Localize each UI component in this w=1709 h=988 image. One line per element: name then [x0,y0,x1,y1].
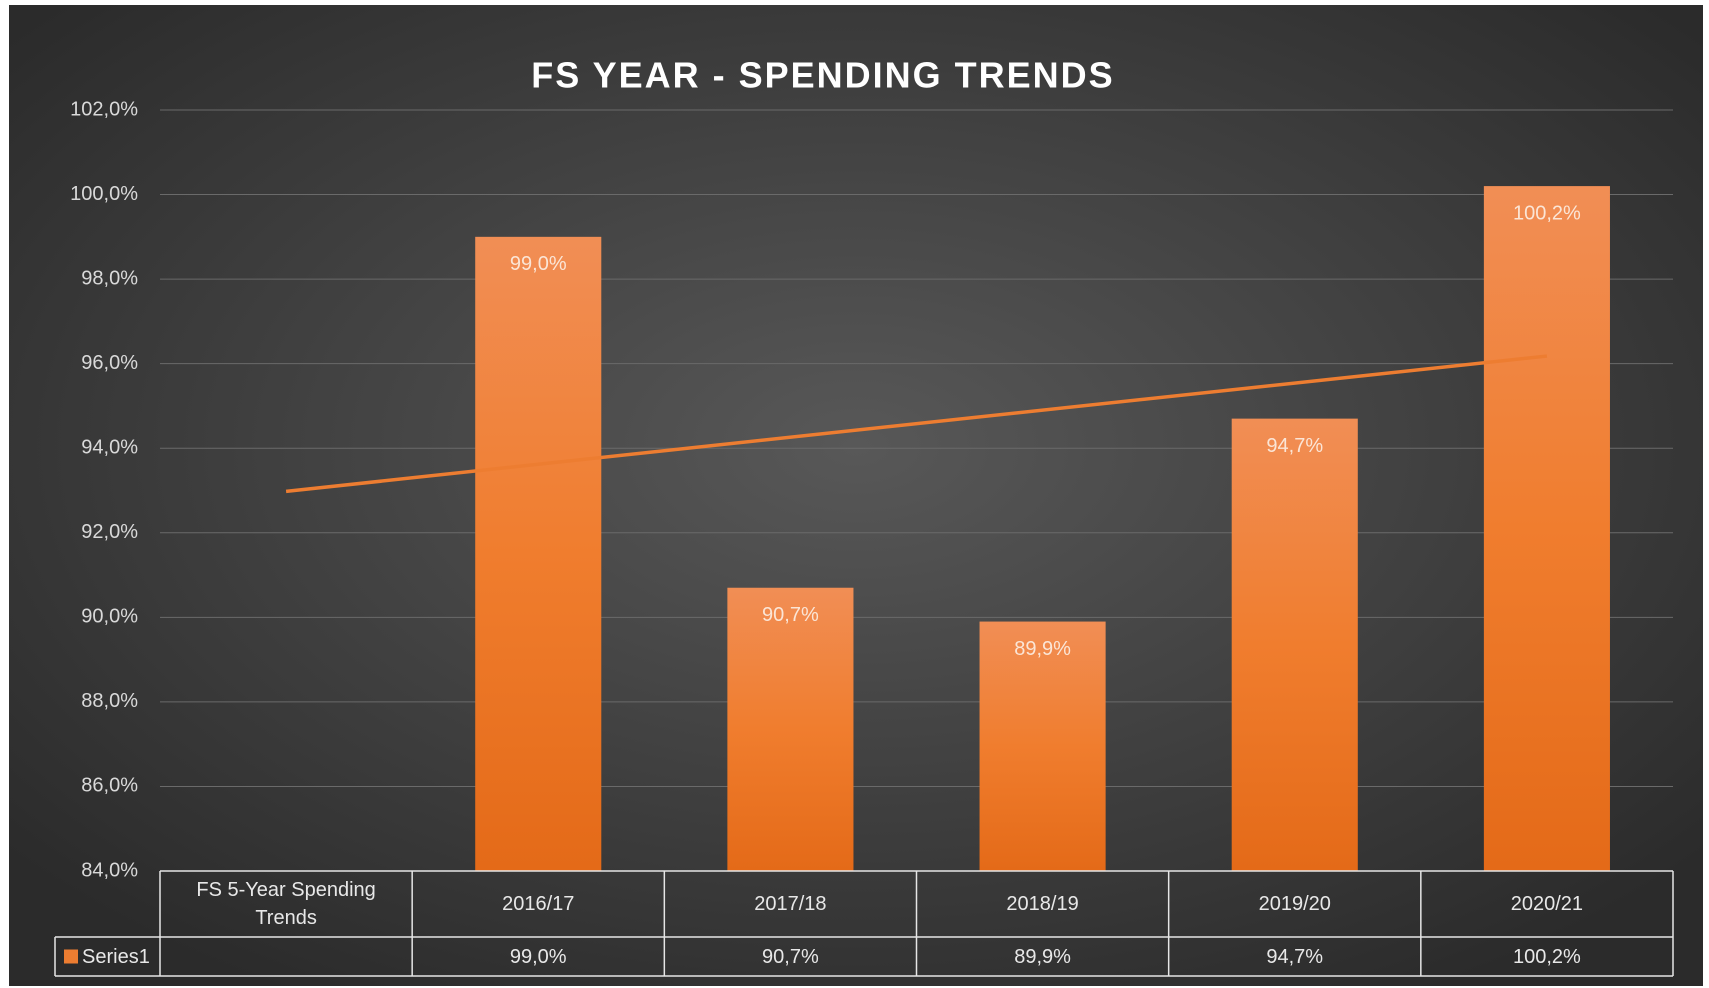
x-tick-label-box: 2019/20 [1258,893,1331,915]
bar [727,587,854,871]
table-value: 99,0% [509,945,567,968]
chart-title: FS YEAR - SPENDING TRENDS [531,55,1114,96]
bar [475,236,602,872]
table-value: 100,2% [1512,945,1581,968]
bar [1483,186,1610,872]
table-value: 89,9% [1014,945,1071,968]
table-value: 90,7% [762,945,819,968]
table-value-box: 90,7% [762,945,819,968]
table-value-box: 89,9% [1014,945,1071,968]
y-tick-label: 98,0% [81,267,138,289]
table-value-box [160,937,412,976]
x-tick-label: 2016/17 [502,893,575,915]
data-label: 94,7% [1266,435,1323,457]
y-tick-label: 94,0% [81,437,138,459]
x-tick-label-box: FS 5-Year Spending Trends [196,879,376,929]
table-value-box: 99,0% [509,945,567,968]
y-tick-label: 102,0% [70,98,138,120]
data-label: 100,2% [1513,202,1581,224]
y-tick-label: 84,0% [81,859,138,881]
y-tick-label: 96,0% [81,352,138,374]
table-value-box: 100,2% [1512,945,1581,968]
y-tick-label: 88,0% [81,690,138,712]
bar [1231,418,1358,871]
data-label: 90,7% [762,604,819,626]
y-tick-label: 90,0% [81,606,138,628]
data-label: 89,9% [1014,638,1071,660]
trendline [285,354,1548,494]
bar [979,621,1106,871]
x-tick-label: 2020/21 [1510,893,1584,915]
x-tick-label: 2019/20 [1258,893,1331,915]
x-tick-label-box: 2016/17 [502,893,575,915]
y-tick-label: 100,0% [70,183,138,205]
x-tick-label-box: 2020/21 [1510,893,1584,915]
chart-background [9,5,1703,986]
data-label: 99,0% [510,253,567,275]
legend-swatch [64,949,78,964]
y-tick-label: 86,0% [81,775,138,797]
x-tick-label-box: 2017/18 [754,893,827,915]
y-tick-label: 92,0% [81,521,138,543]
table-value-box: 94,7% [1266,945,1324,968]
table-value: 94,7% [1266,945,1324,968]
x-tick-label: 2018/19 [1006,893,1079,915]
x-tick-label: 2017/18 [754,893,827,915]
table-value [160,937,412,976]
legend-label: Series1 [82,946,150,968]
x-tick-label: FS 5-Year Spending Trends [196,879,376,929]
x-tick-label-box: 2018/19 [1006,893,1079,915]
